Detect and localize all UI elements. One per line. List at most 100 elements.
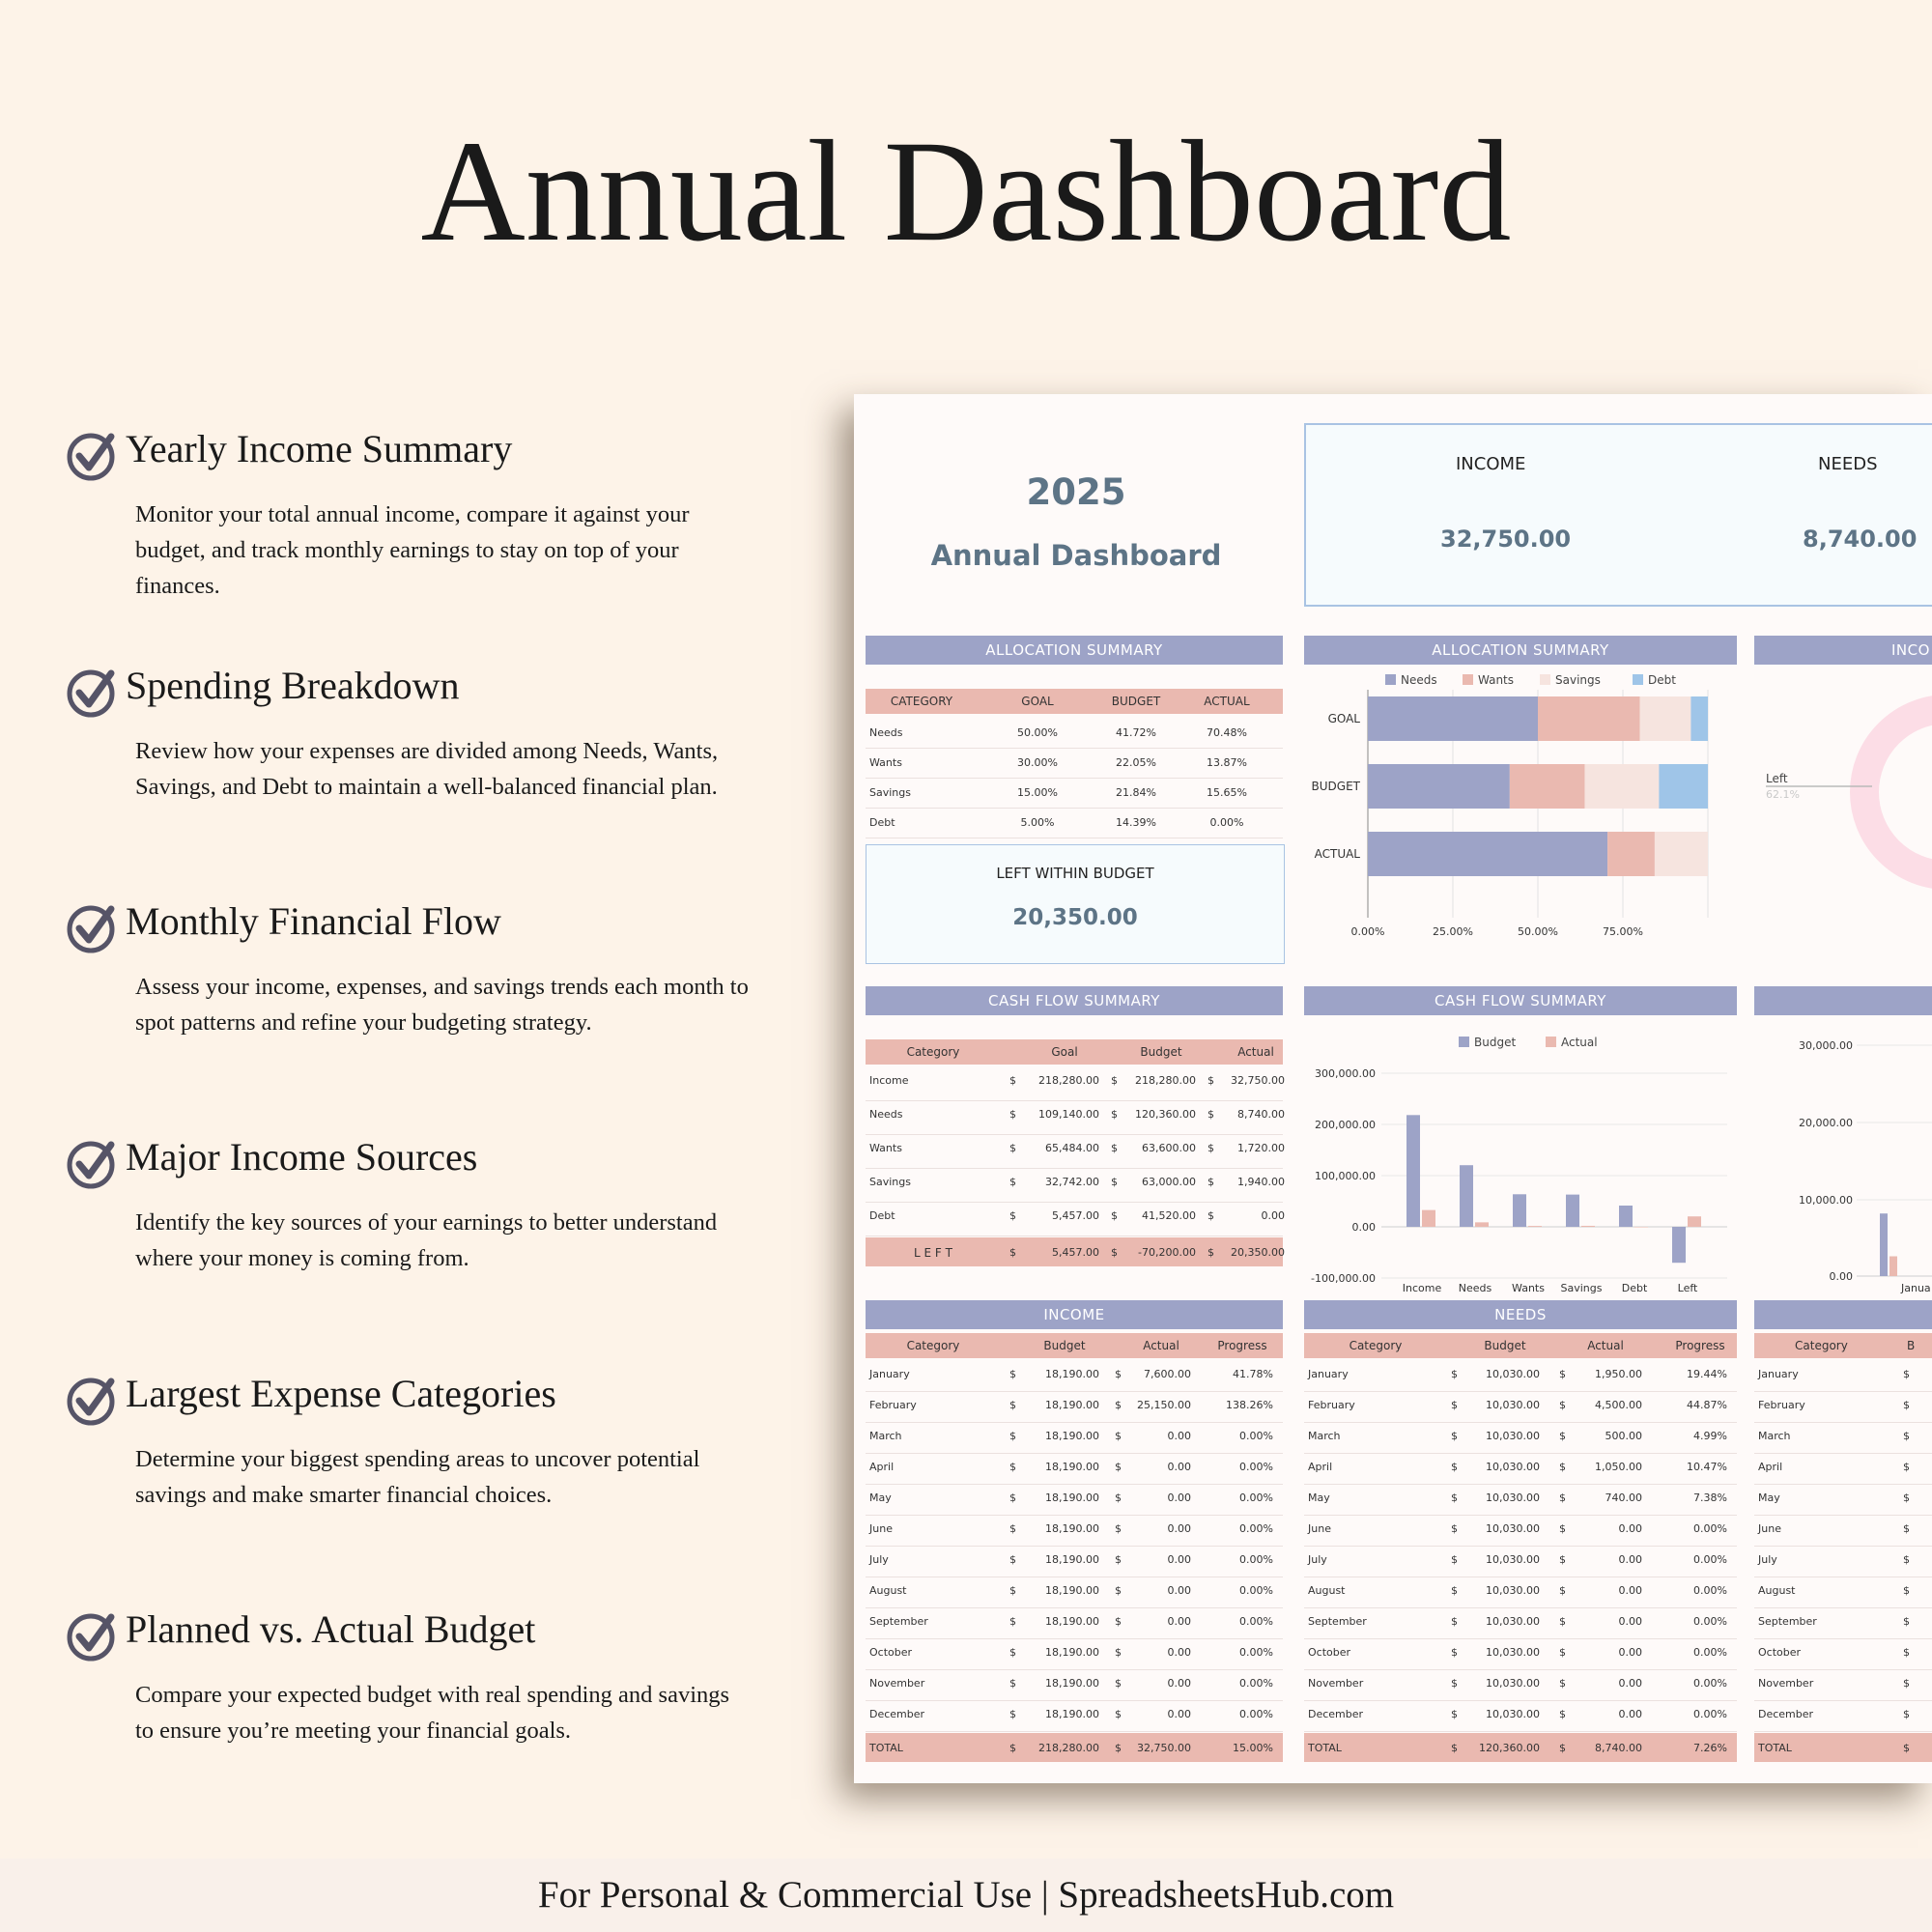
column-header: Budget [1043, 1339, 1086, 1352]
check-circle-icon [66, 1374, 118, 1426]
legend-swatch [1463, 674, 1473, 685]
row-divider [866, 1546, 1283, 1547]
x-category-label: Needs [1459, 1282, 1492, 1294]
currency-symbol: $ [1115, 1368, 1122, 1380]
currency-symbol: $ [1208, 1108, 1214, 1121]
currency-symbol: $ [1208, 1176, 1214, 1188]
row-divider [1304, 1391, 1737, 1392]
currency-symbol: $ [1208, 1209, 1214, 1222]
currency-symbol: $ [1451, 1742, 1458, 1754]
row-label: December [1308, 1708, 1364, 1720]
table-cell: 10,030.00 [1486, 1584, 1540, 1597]
column-header: Progress [1675, 1339, 1725, 1352]
currency-symbol: $ [1115, 1708, 1122, 1720]
x-category-label: Left [1678, 1282, 1698, 1294]
currency-symbol: $ [1903, 1615, 1910, 1628]
table-cell: 0.00 [1167, 1430, 1192, 1442]
feature-title: Largest Expense Categories [126, 1372, 556, 1415]
total-label: TOTAL [1308, 1742, 1342, 1754]
kpi-income-value: 32,750.00 [1440, 526, 1572, 553]
table-cell: 41.78% [1233, 1368, 1273, 1380]
row-label: Savings [869, 1176, 911, 1188]
table-cell: 65,484.00 [1045, 1142, 1099, 1154]
table-cell: 0.00 [1167, 1492, 1192, 1504]
currency-symbol: $ [1111, 1142, 1118, 1154]
table-cell: 4.99% [1693, 1430, 1727, 1442]
total-cell: 120,360.00 [1479, 1742, 1540, 1754]
table-cell: 0.00% [1239, 1553, 1273, 1566]
table-cell: 120,360.00 [1135, 1108, 1196, 1121]
table-cell: 109,140.00 [1038, 1108, 1099, 1121]
partial-chart-banner [1754, 986, 1932, 1015]
row-label: December [1758, 1708, 1814, 1720]
row-label: March [1308, 1430, 1341, 1442]
table-cell: 10,030.00 [1486, 1492, 1540, 1504]
currency-symbol: $ [1559, 1522, 1566, 1535]
bar [1688, 1216, 1701, 1227]
total-cell: 218,280.00 [1038, 1742, 1099, 1754]
bar [1513, 1194, 1526, 1227]
row-divider [866, 1731, 1283, 1732]
row-label: September [1758, 1615, 1817, 1628]
row-label: July [869, 1553, 889, 1566]
bar-segment [1538, 696, 1640, 741]
legend-label: Debt [1648, 673, 1676, 687]
row-label: Debt [869, 1209, 895, 1222]
bar [1475, 1222, 1489, 1227]
row-divider [866, 1422, 1283, 1423]
bar [1528, 1226, 1542, 1227]
column-header: Category [906, 1045, 960, 1059]
left-within-budget-box: LEFT WITHIN BUDGET 20,350.00 [866, 844, 1285, 964]
allocation-table-header [866, 689, 1283, 714]
currency-symbol: $ [1111, 1176, 1118, 1188]
table-cell: 740.00 [1605, 1492, 1643, 1504]
table-cell: 0.00% [1693, 1522, 1727, 1535]
column-header: GOAL [1021, 695, 1054, 708]
row-label: August [1308, 1584, 1346, 1597]
row-label: October [1758, 1646, 1802, 1659]
row-label: April [869, 1461, 895, 1473]
row-divider [1754, 1484, 1932, 1485]
table-cell: 218,280.00 [1135, 1074, 1196, 1087]
table-cell: 0.00% [1239, 1615, 1273, 1628]
category-label: BUDGET [1312, 780, 1361, 793]
table-cell: 0.00% [1693, 1708, 1727, 1720]
table-cell: 0.00 [1167, 1553, 1192, 1566]
currency-symbol: $ [1559, 1677, 1566, 1690]
total-cell: 15.00% [1233, 1742, 1273, 1754]
row-divider [866, 1168, 1283, 1169]
row-divider [1304, 1607, 1737, 1608]
bar-segment [1368, 696, 1538, 741]
row-label: September [869, 1615, 928, 1628]
currency-symbol: $ [1208, 1074, 1214, 1087]
feature-title: Monthly Financial Flow [126, 899, 501, 943]
row-label: August [1758, 1584, 1796, 1597]
x-category-label: Debt [1622, 1282, 1648, 1294]
total-cell: 32,750.00 [1137, 1742, 1191, 1754]
currency-symbol: $ [1559, 1615, 1566, 1628]
currency-symbol: $ [1903, 1368, 1910, 1380]
currency-symbol: $ [1208, 1246, 1214, 1259]
feature-description: Assess your income, expenses, and saving… [135, 974, 749, 1036]
y-tick-label: 20,000.00 [1799, 1117, 1853, 1129]
table-cell: 0.00 [1618, 1677, 1643, 1690]
cashflow-chart: Budget Actual 300,000.00 200,000.00 100,000.… [1311, 1036, 1727, 1294]
currency-symbol: $ [1009, 1522, 1016, 1535]
income-monthly-chart-partial: 30,000.00 20,000.00 10,000.00 0.00 Janua [1799, 1039, 1932, 1294]
table-cell: 18,190.00 [1045, 1646, 1099, 1659]
partial-table-banner [1754, 1300, 1932, 1329]
row-label: March [869, 1430, 902, 1442]
currency-symbol: $ [1009, 1708, 1016, 1720]
currency-symbol: $ [1451, 1368, 1458, 1380]
table-cell: 50.00% [1017, 726, 1058, 739]
currency-symbol: $ [1559, 1368, 1566, 1380]
row-divider [866, 808, 1283, 809]
row-label: October [1308, 1646, 1351, 1659]
currency-symbol: $ [1009, 1584, 1016, 1597]
table-cell: 0.00 [1167, 1677, 1192, 1690]
row-label: November [1758, 1677, 1814, 1690]
table-cell: 1,050.00 [1595, 1461, 1642, 1473]
table-cell: 0.00% [1693, 1646, 1727, 1659]
legend-label: Savings [1555, 673, 1601, 687]
row-label: July [1758, 1553, 1777, 1566]
